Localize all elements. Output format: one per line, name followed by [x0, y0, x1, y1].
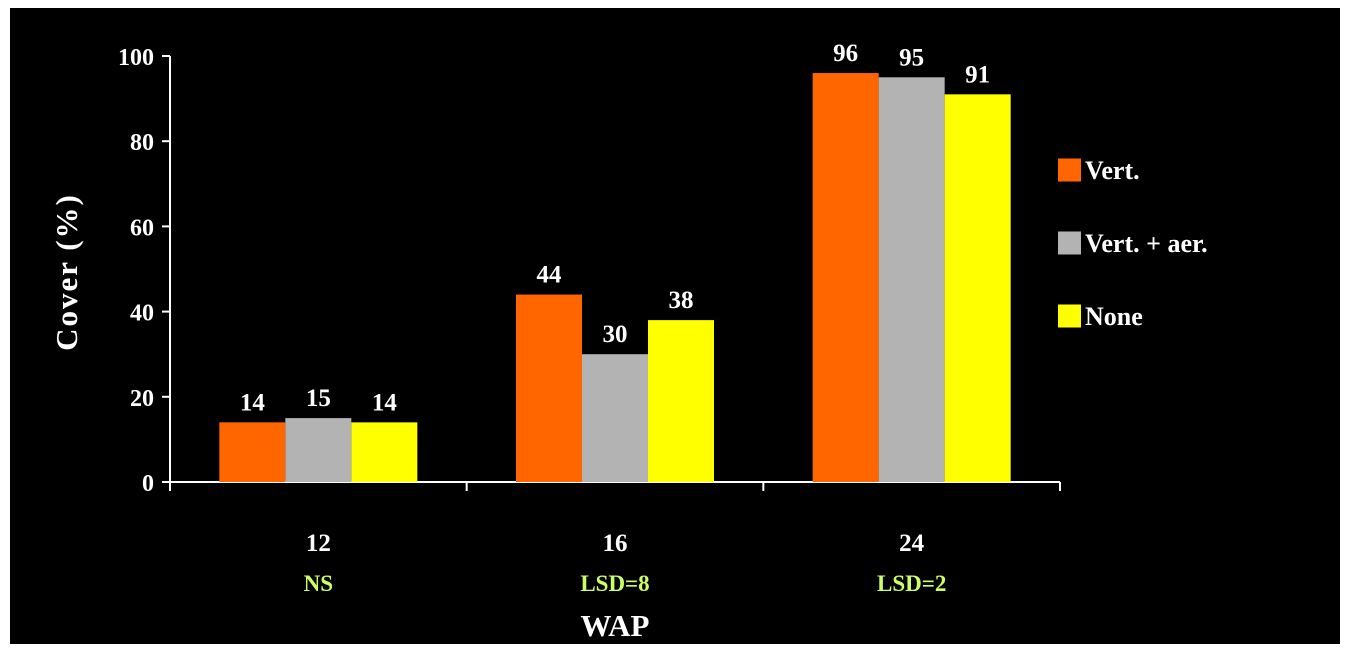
- y-tick-label: 40: [130, 301, 154, 327]
- y-tick-label: 60: [130, 215, 154, 241]
- bar: [351, 422, 418, 482]
- y-tick-label: 100: [118, 45, 154, 71]
- bar-value-label: 44: [537, 262, 563, 289]
- bar: [812, 73, 879, 482]
- bar: [219, 422, 286, 482]
- legend-label: None: [1085, 302, 1143, 331]
- bar-value-label: 95: [899, 44, 924, 71]
- bar-value-label: 14: [240, 389, 266, 416]
- legend-label: Vert.: [1085, 156, 1140, 185]
- bar: [516, 294, 582, 482]
- data-labels: 14 15 14 44 30 38 96 95 91: [240, 40, 990, 416]
- bar-value-label: 91: [965, 61, 990, 88]
- bar-value-label: 14: [372, 389, 398, 416]
- bar-value-label: 38: [669, 287, 694, 314]
- bar-value-label: 96: [833, 40, 858, 67]
- legend-swatch: [1058, 304, 1081, 328]
- bars: [219, 73, 1011, 483]
- x-tick-labels: 12 NS 16 LSD=8 24 LSD=2: [304, 530, 947, 596]
- significance-note: LSD=2: [877, 571, 946, 596]
- legend-swatch: [1058, 231, 1081, 255]
- legend-swatch: [1058, 158, 1081, 182]
- bar: [648, 320, 714, 482]
- y-tick-label: 0: [142, 471, 154, 497]
- bar: [944, 94, 1011, 482]
- y-axis-title: Cover (%): [49, 193, 84, 351]
- x-tick-label: 12: [306, 530, 331, 557]
- x-tick-label: 24: [899, 530, 925, 557]
- bar: [285, 418, 352, 482]
- x-tick-label: 16: [603, 530, 628, 557]
- y-tick-label: 20: [130, 386, 154, 412]
- bar-value-label: 30: [603, 321, 628, 348]
- significance-note: NS: [304, 571, 333, 596]
- x-axis-title: WAP: [581, 608, 650, 643]
- legend: Vert. Vert. + aer. None: [1058, 156, 1208, 331]
- legend-label: Vert. + aer.: [1085, 229, 1208, 258]
- bar: [878, 77, 945, 483]
- y-ticks: 0 20 40 60 80 100: [118, 45, 1061, 497]
- significance-note: LSD=8: [580, 571, 649, 596]
- y-tick-label: 80: [130, 130, 154, 156]
- bar: [582, 354, 648, 482]
- bar-value-label: 15: [306, 385, 331, 412]
